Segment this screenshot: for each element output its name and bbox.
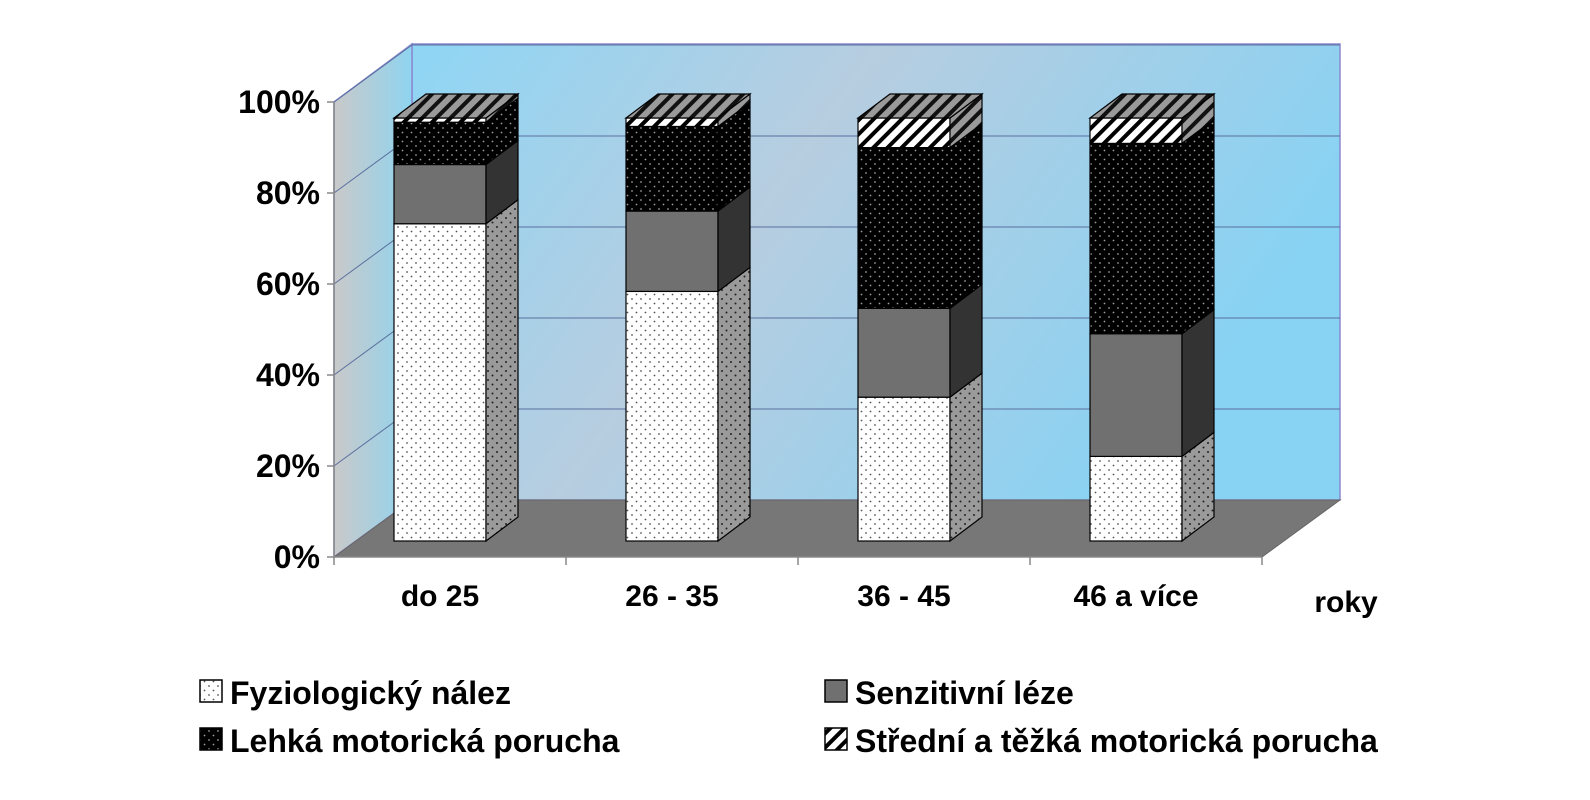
x-tick-label: do 25 [401, 580, 479, 613]
bar-segment [857, 117, 951, 149]
legend-label: Senzitivní léze [855, 675, 1074, 711]
legend-item: Střední a těžká motorická porucha [824, 723, 1378, 759]
bar-segment-side [485, 198, 519, 543]
bar-segment [1089, 455, 1183, 542]
y-tick-label: 60% [256, 266, 320, 302]
bar-top [392, 93, 520, 119]
y-tick-label: 20% [256, 448, 320, 484]
legend-item: Fyziologický nález [199, 675, 511, 711]
bar-segment-side [717, 266, 751, 543]
bar-segment-side [1181, 118, 1215, 335]
bar-top [856, 93, 984, 119]
bar-stack [856, 92, 984, 543]
bar-segment [857, 307, 951, 398]
bar-segment [857, 396, 951, 542]
bar-segment [393, 223, 487, 542]
legend-swatch [824, 679, 848, 703]
bar-segment-side [949, 371, 983, 543]
legend-label: Střední a těžká motorická porucha [855, 723, 1378, 759]
y-tick-label: 0% [274, 539, 320, 575]
x-axis-unit-label: roky [1314, 586, 1378, 619]
bar-segment [857, 147, 951, 309]
bar-segment [625, 125, 719, 212]
bar-top [1088, 93, 1216, 119]
bar-segment [393, 121, 487, 166]
bar-segment [625, 290, 719, 542]
legend-item: Lehká motorická porucha [199, 723, 620, 759]
bar-segment [1089, 333, 1183, 458]
legend-label: Lehká motorická porucha [230, 723, 620, 759]
x-tick-label: 46 a více [1073, 580, 1198, 613]
bar-segment [625, 210, 719, 293]
bar-stack [392, 92, 520, 543]
y-tick-label: 80% [256, 175, 320, 211]
legend: Fyziologický nález Senzitivní léze Lehká m… [199, 675, 1378, 759]
legend-item: Senzitivní léze [824, 675, 1074, 711]
bar-segment [1089, 117, 1183, 144]
bars [392, 92, 1216, 543]
bar-top [624, 93, 752, 119]
legend-label: Fyziologický nález [230, 675, 511, 711]
bar-segment-side [949, 122, 983, 310]
bar-stack [624, 92, 752, 543]
y-axis-tick-labels: 0% 20% 40% 60% 80% 100% [238, 84, 320, 575]
y-tick-label: 100% [238, 84, 320, 120]
bar-segment [625, 117, 719, 128]
legend-swatch [824, 727, 848, 751]
bar-segment-side [1181, 308, 1215, 458]
bar-stack [1088, 92, 1216, 543]
x-tick-label: 26 - 35 [625, 580, 718, 613]
x-tick-label: 36 - 45 [857, 580, 950, 613]
axes [327, 101, 1263, 565]
legend-swatch [199, 679, 223, 703]
gridline-side [333, 44, 413, 103]
legend-swatch [199, 727, 223, 751]
bar-segment [393, 163, 487, 225]
y-tick-label: 40% [256, 357, 320, 393]
bar-segment [1089, 142, 1183, 335]
bar-segment [393, 117, 487, 123]
x-axis-category-labels: do 25 26 - 35 36 - 45 46 a více [401, 580, 1199, 613]
